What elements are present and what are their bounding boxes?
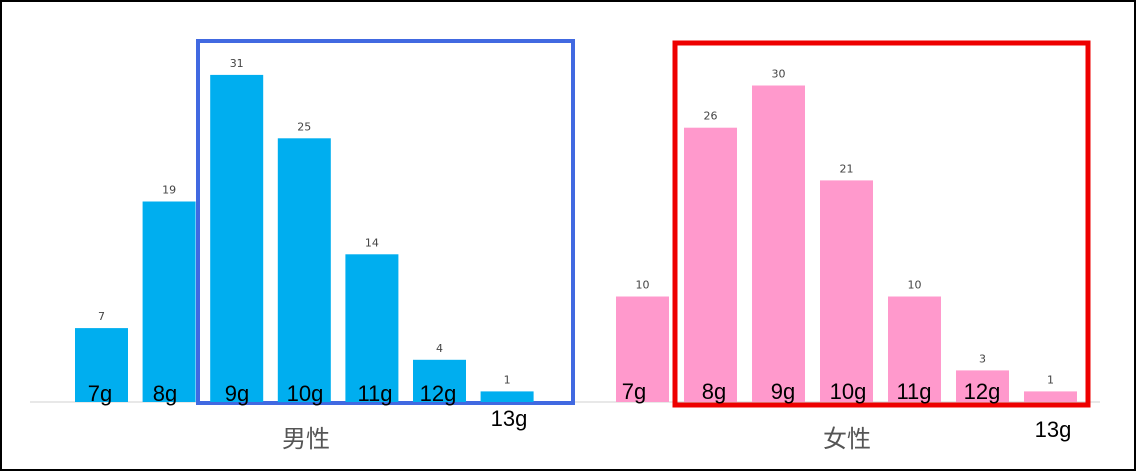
male-category-label: 12g — [420, 381, 457, 406]
male-value-label: 14 — [365, 236, 379, 249]
female-bar-10g — [820, 180, 873, 402]
female-group-label: 女性 — [823, 425, 871, 453]
male-bar-11g — [345, 254, 399, 402]
male-bar-8g — [142, 201, 196, 402]
female-chart: 10 7g 26 8g 30 9g 21 10g 10 11g 3 12g 1 13g 女性 — [616, 40, 1091, 453]
female-category-label: 11g — [896, 379, 931, 404]
female-bar-13g — [1024, 391, 1077, 402]
male-category-label: 13g — [491, 406, 528, 431]
male-bar-10g — [277, 138, 331, 403]
female-value-label: 26 — [704, 110, 718, 123]
female-value-label: 3 — [979, 352, 986, 365]
male-bar-12g — [413, 359, 466, 402]
male-value-label: 4 — [436, 342, 443, 355]
male-value-label: 7 — [98, 310, 105, 323]
female-category-label: 7g — [622, 379, 646, 404]
male-category-label: 10g — [287, 381, 324, 406]
male-category-label: 9g — [225, 381, 249, 406]
male-category-label: 7g — [88, 381, 112, 406]
female-bar-8g — [684, 127, 737, 402]
female-bars: 10 7g 26 8g 30 9g 21 10g 10 11g 3 12g 1 13g — [616, 68, 1077, 442]
female-value-label: 30 — [772, 68, 786, 81]
female-bar-12g — [956, 370, 1009, 403]
female-value-label: 10 — [908, 279, 922, 292]
male-category-label: 8g — [153, 381, 177, 406]
male-bar-7g — [75, 328, 128, 402]
male-value-label: 25 — [297, 120, 311, 133]
female-category-label: 8g — [702, 379, 726, 404]
male-bars: 7 7g 19 8g 31 9g 25 10g 14 11g 4 12g 1 13g — [75, 57, 534, 431]
male-value-label: 31 — [230, 57, 244, 70]
female-bar-11g — [888, 296, 941, 402]
female-category-label: 10g — [830, 379, 867, 404]
female-category-label: 12g — [964, 379, 1001, 404]
female-value-label: 10 — [636, 279, 650, 292]
female-category-label: 9g — [771, 379, 795, 404]
male-group-label: 男性 — [282, 425, 330, 453]
female-bar-9g — [752, 85, 805, 402]
male-value-label: 19 — [162, 184, 176, 197]
female-value-label: 21 — [840, 162, 854, 175]
female-bar-7g — [616, 296, 669, 402]
female-highlight-box — [672, 40, 1091, 408]
female-value-label: 1 — [1047, 373, 1054, 386]
male-chart: 7 7g 19 8g 31 9g 25 10g 14 11g 4 12g 1 13g 男性 — [75, 39, 575, 453]
male-bar-13g — [480, 391, 534, 402]
female-category-label: 13g — [1035, 417, 1072, 442]
male-category-label: 11g — [357, 381, 392, 406]
male-value-label: 1 — [504, 373, 511, 386]
male-highlight-box — [196, 39, 575, 405]
male-bar-9g — [210, 74, 264, 403]
